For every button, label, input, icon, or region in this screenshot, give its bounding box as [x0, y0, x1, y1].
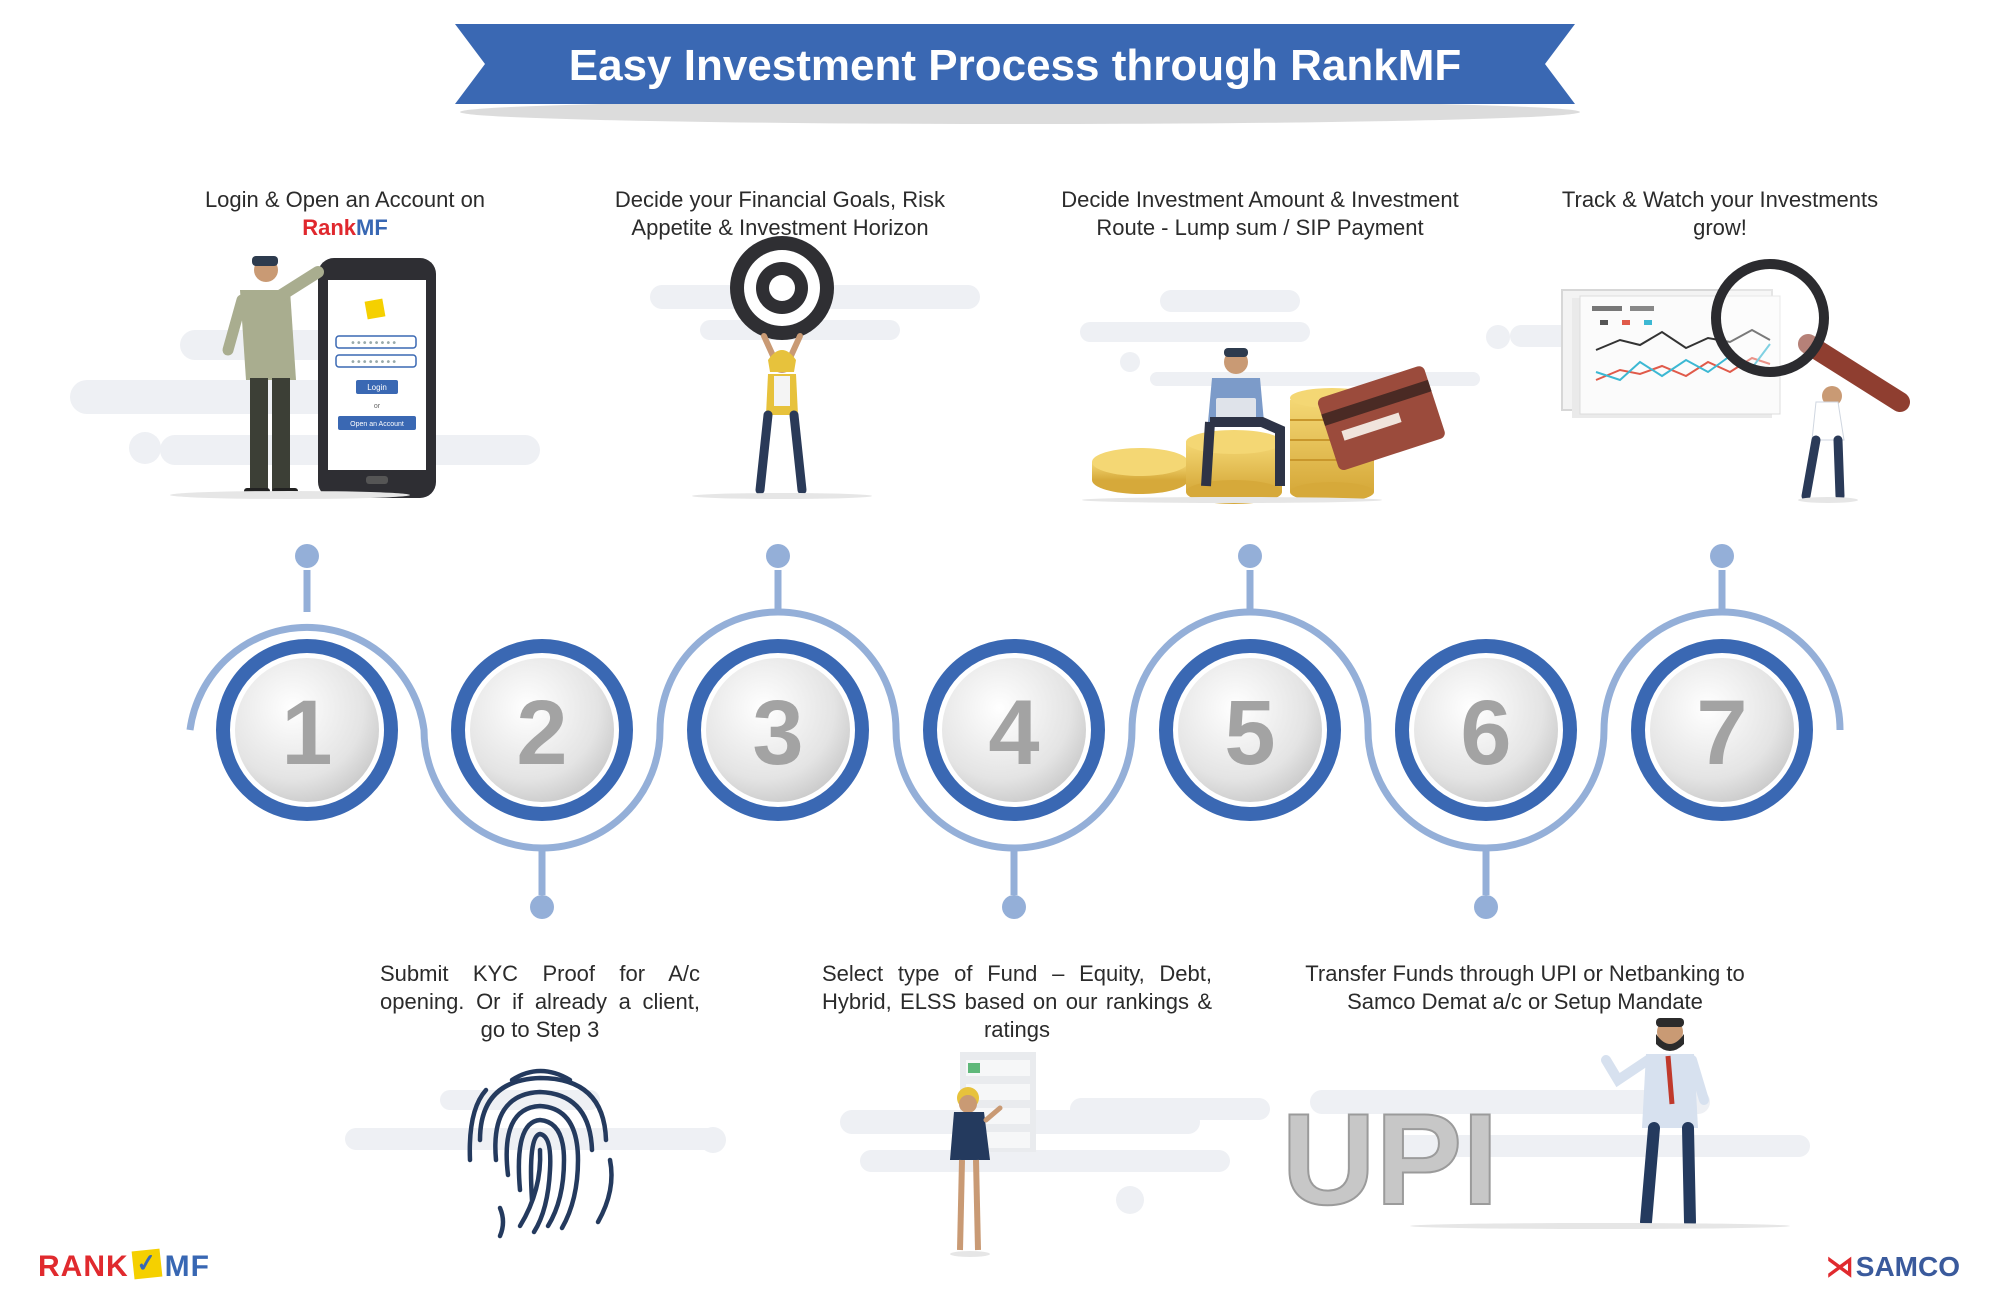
- step-1-text: Login & Open an Account on RankMF: [180, 186, 510, 242]
- step-1-description: Login & Open an Account on: [204, 187, 486, 212]
- step-3-number: 3: [752, 682, 803, 784]
- step-5-text: Decide Investment Amount & Investment Ro…: [1061, 187, 1459, 240]
- fingerprint-icon: [467, 1068, 614, 1239]
- rankmf-logo-mf: MF: [164, 1250, 210, 1283]
- step-5-circle: 5: [1159, 639, 1341, 821]
- step-7-text: Track & Watch your Investments grow!: [1561, 187, 1879, 240]
- phone-open-account-label: Open an Account: [350, 421, 404, 428]
- step-1-circle: 1: [216, 639, 398, 821]
- rankmf-logo-rank: RANK: [38, 1250, 129, 1283]
- samco-logo-text: SAMCO: [1855, 1251, 1960, 1282]
- samco-logo: ⋊SAMCO: [1826, 1250, 1960, 1283]
- step-connector: [186, 544, 1844, 919]
- phone-or-label: or: [374, 403, 381, 410]
- step-5-number: 5: [1224, 682, 1275, 784]
- step-6-text: Transfer Funds through UPI or Netbanking…: [1305, 961, 1745, 1014]
- upi-person-icon: UPI: [1281, 1018, 1790, 1233]
- phone-password-1: ••••••••: [350, 338, 397, 349]
- person-with-phone-icon: •••••••• •••••••• Login or Open an Accou…: [170, 256, 436, 499]
- rankmf-brand: RankMF: [180, 214, 510, 242]
- step-2-circle: 2: [451, 639, 633, 821]
- checklist-person-icon: [950, 1052, 1036, 1257]
- rankmf-check-icon: ✓: [131, 1248, 163, 1280]
- rankmf-logo: RANK ✓ MF: [38, 1248, 210, 1284]
- phone-password-2: ••••••••: [350, 357, 397, 368]
- step-4-text: Select type of Fund – Equity, Debt, Hybr…: [822, 961, 1212, 1042]
- step-2-number: 2: [516, 682, 567, 784]
- samco-mark-icon: ⋊: [1825, 1251, 1854, 1282]
- step-4-circle: 4: [923, 639, 1105, 821]
- step-3-text: Decide your Financial Goals, Risk Appeti…: [614, 187, 946, 240]
- step-1-number: 1: [281, 682, 332, 784]
- magnifier-chart-icon: [1561, 259, 1910, 503]
- step-3-circle: 3: [687, 639, 869, 821]
- step-6-circle: 6: [1395, 639, 1577, 821]
- upi-text: UPI: [1282, 1086, 1499, 1232]
- phone-login-label: Login: [367, 383, 387, 392]
- step-7-number: 7: [1696, 682, 1747, 784]
- brand-rank: Rank: [302, 215, 357, 240]
- step-circles: 1 2 3 4 5 6 7: [216, 639, 1813, 821]
- step-4-number: 4: [988, 682, 1039, 784]
- brand-mf: MF: [356, 215, 388, 240]
- page-title: Easy Investment Process through RankMF: [569, 41, 1461, 90]
- title-ribbon: Easy Investment Process through RankMF: [455, 24, 1580, 124]
- step-6-number: 6: [1460, 682, 1511, 784]
- step-2-text: Submit KYC Proof for A/c opening. Or if …: [380, 961, 700, 1042]
- step-7-circle: 7: [1631, 639, 1813, 821]
- person-with-coins-icon: [1082, 348, 1445, 504]
- target-icon: [692, 236, 872, 499]
